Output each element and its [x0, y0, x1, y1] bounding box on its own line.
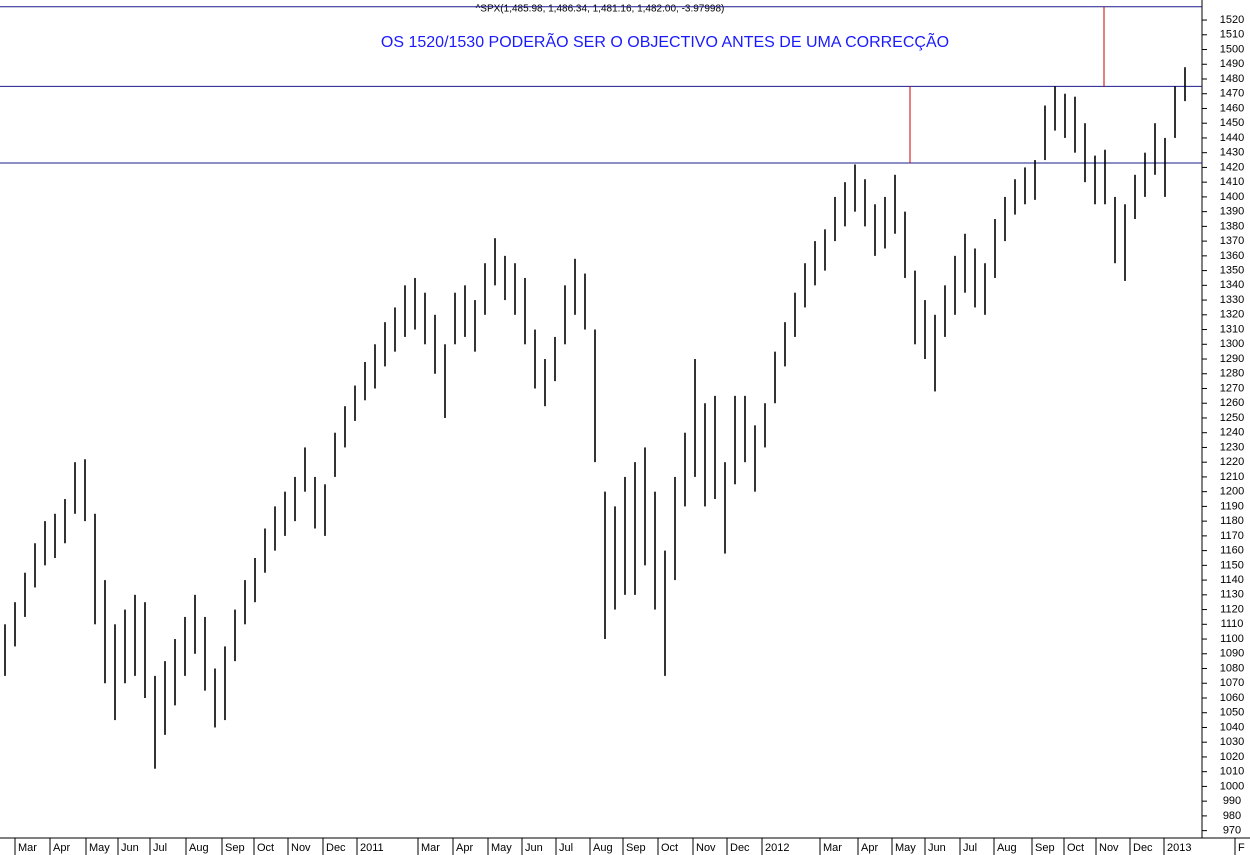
x-tick-label: Oct [257, 842, 274, 854]
x-tick-label: Aug [189, 842, 209, 854]
x-tick-label: Dec [326, 842, 346, 854]
x-tick-label: Aug [593, 842, 613, 854]
y-tick-label: 1280 [1220, 368, 1244, 380]
x-tick-label: Apr [53, 842, 70, 854]
y-tick-label: 1040 [1220, 721, 1244, 733]
y-tick-label: 1360 [1220, 250, 1244, 262]
x-tick-label: Sep [626, 842, 646, 854]
y-tick-label: 1350 [1220, 264, 1244, 276]
x-tick-label: Mar [18, 842, 37, 854]
x-tick-label: Jun [121, 842, 139, 854]
y-tick-label: 1130 [1220, 589, 1244, 601]
y-tick-label: 1270 [1220, 382, 1244, 394]
y-tick-label: 1100 [1220, 633, 1244, 645]
y-tick-label: 1240 [1220, 427, 1244, 439]
y-tick-label: 980 [1223, 810, 1241, 822]
y-tick-label: 1090 [1220, 648, 1244, 660]
chart-header: ^SPX(1,485.98, 1,486.34, 1,481.16, 1,482… [476, 4, 725, 15]
x-tick-label: Mar [823, 842, 842, 854]
y-tick-label: 1400 [1220, 191, 1244, 203]
x-tick-label: Jul [153, 842, 167, 854]
x-tick-label: Mar [421, 842, 440, 854]
y-tick-label: 1290 [1220, 353, 1244, 365]
y-tick-label: 1370 [1220, 235, 1244, 247]
y-tick-label: 1300 [1220, 338, 1244, 350]
y-tick-label: 1510 [1220, 29, 1244, 41]
x-tick-label: Sep [225, 842, 245, 854]
y-tick-label: 1520 [1220, 14, 1244, 26]
y-tick-label: 1340 [1220, 279, 1244, 291]
x-tick-label: May [89, 842, 110, 854]
y-tick-label: 1380 [1220, 220, 1244, 232]
y-tick-label: 1500 [1220, 43, 1244, 55]
x-tick-label: Dec [1133, 842, 1153, 854]
y-tick-label: 1150 [1220, 559, 1244, 571]
y-tick-label: 1440 [1220, 132, 1244, 144]
x-tick-label: Dec [730, 842, 750, 854]
x-tick-label: 2011 [360, 842, 384, 854]
x-tick-label: F [1238, 842, 1245, 854]
y-tick-label: 1420 [1220, 161, 1244, 173]
y-tick-label: 970 [1223, 825, 1241, 837]
y-tick-label: 1310 [1220, 323, 1244, 335]
y-tick-label: 1160 [1220, 545, 1244, 557]
y-tick-label: 1470 [1220, 88, 1244, 100]
y-tick-label: 990 [1223, 795, 1241, 807]
y-tick-label: 1260 [1220, 397, 1244, 409]
y-tick-label: 1070 [1220, 677, 1244, 689]
y-tick-label: 1460 [1220, 102, 1244, 114]
y-tick-label: 1200 [1220, 486, 1244, 498]
x-tick-label: May [895, 842, 916, 854]
x-tick-label: Jul [559, 842, 573, 854]
y-tick-label: 1080 [1220, 662, 1244, 674]
x-tick-label: Apr [456, 842, 473, 854]
y-tick-label: 1250 [1220, 412, 1244, 424]
x-tick-label: Oct [661, 842, 678, 854]
y-tick-label: 1190 [1220, 500, 1244, 512]
y-tick-label: 1450 [1220, 117, 1244, 129]
y-tick-label: 1000 [1220, 780, 1244, 792]
y-tick-label: 1390 [1220, 206, 1244, 218]
y-tick-label: 1430 [1220, 147, 1244, 159]
chart-title: OS 1520/1530 PODERÃO SER O OBJECTIVO ANT… [381, 31, 949, 51]
x-tick-label: 2013 [1167, 842, 1191, 854]
y-tick-label: 1060 [1220, 692, 1244, 704]
y-tick-label: 1050 [1220, 707, 1244, 719]
x-tick-label: May [491, 842, 512, 854]
x-tick-label: Nov [291, 842, 311, 854]
y-tick-label: 1230 [1220, 441, 1244, 453]
x-tick-label: 2012 [765, 842, 789, 854]
y-tick-label: 1020 [1220, 751, 1244, 763]
x-tick-label: Jun [525, 842, 543, 854]
y-tick-label: 1320 [1220, 309, 1244, 321]
y-tick-label: 1210 [1220, 471, 1244, 483]
y-tick-label: 1170 [1220, 530, 1244, 542]
x-tick-label: Nov [1099, 842, 1119, 854]
x-tick-label: Apr [861, 842, 878, 854]
y-tick-label: 1480 [1220, 73, 1244, 85]
y-tick-label: 1110 [1221, 618, 1244, 630]
y-tick-label: 1330 [1220, 294, 1244, 306]
y-tick-label: 1010 [1220, 766, 1244, 778]
y-tick-label: 1030 [1220, 736, 1244, 748]
x-tick-label: Nov [696, 842, 716, 854]
x-tick-label: Jun [928, 842, 946, 854]
y-tick-label: 1140 [1220, 574, 1244, 586]
x-tick-label: Jul [963, 842, 977, 854]
x-tick-label: Aug [997, 842, 1017, 854]
y-tick-label: 1220 [1220, 456, 1244, 468]
y-tick-label: 1120 [1220, 603, 1244, 615]
x-tick-label: Oct [1067, 842, 1084, 854]
y-tick-label: 1410 [1220, 176, 1244, 188]
x-tick-label: Sep [1035, 842, 1055, 854]
y-tick-label: 1180 [1220, 515, 1244, 527]
y-tick-label: 1490 [1220, 58, 1244, 70]
